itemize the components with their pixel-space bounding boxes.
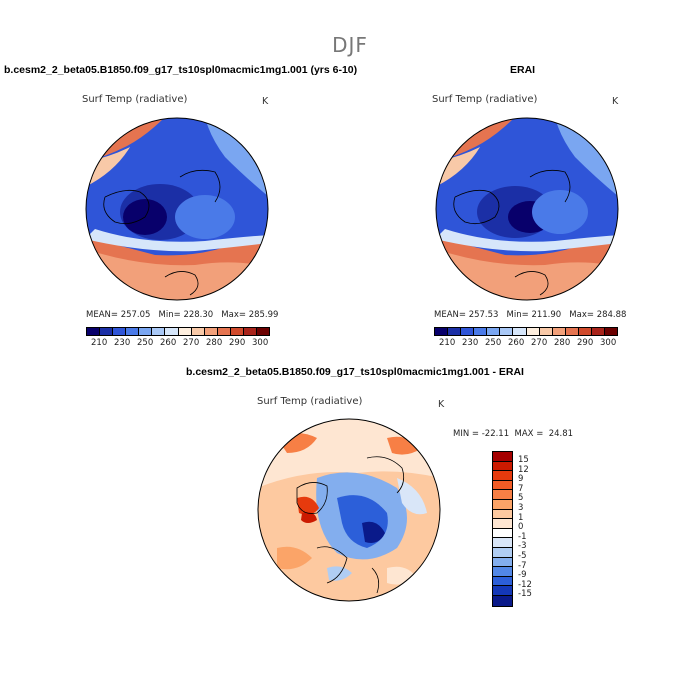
obs-polar-map: [435, 117, 619, 301]
diff-colorbar-tick-label: 3: [518, 503, 524, 513]
colorbar-swatch: [87, 328, 101, 335]
colorbar-tick-label: 210: [91, 338, 108, 348]
colorbar-swatch: [591, 328, 606, 335]
colorbar-swatch: [165, 328, 179, 335]
colorbar-tick-label: 270: [531, 338, 548, 348]
obs-variable-title: Surf Temp (radiative): [432, 94, 538, 105]
colorbar-swatch: [552, 328, 566, 335]
colorbar-swatch: [191, 328, 205, 335]
model-stats: MEAN= 257.05 Min= 228.30 Max= 285.99: [86, 310, 279, 320]
colorbar-tick-label: 230: [462, 338, 479, 348]
colorbar-tick-label: 300: [252, 338, 269, 348]
diff-case-title: b.cesm2_2_beta05.B1850.f09_g17_ts10spl0m…: [186, 366, 524, 378]
diff-colorbar-tick-label: -3: [518, 541, 527, 552]
colorbar-swatch: [435, 328, 449, 335]
model-case-title: b.cesm2_2_beta05.B1850.f09_g17_ts10spl0m…: [4, 64, 358, 76]
diff-colorbar-tick-label: 7: [518, 483, 524, 494]
diff-colorbar-tick-label: 12: [518, 464, 529, 475]
model-polar-map: [85, 117, 269, 301]
colorbar-tick-label: 210: [439, 338, 456, 348]
season-title: DJF: [332, 33, 368, 57]
diff-colorbar-swatch: [493, 538, 512, 548]
colorbar-swatch: [139, 328, 153, 335]
colorbar-tick-label: 260: [508, 338, 525, 348]
diff-units-label: K: [438, 399, 445, 410]
diff-colorbar-tick-label: 0: [518, 522, 524, 533]
model-colorbar-ticks: 210 230 250 260 270 280 290 300: [86, 338, 270, 350]
model-variable-title: Surf Temp (radiative): [82, 94, 188, 105]
diff-colorbar-tick-label: 5: [518, 493, 524, 504]
colorbar-swatch: [526, 328, 540, 335]
colorbar-swatch: [243, 328, 258, 335]
colorbar-swatch: [487, 328, 501, 335]
diff-colorbar-swatch: [493, 595, 512, 606]
colorbar-swatch: [539, 328, 553, 335]
colorbar-tick-label: 250: [485, 338, 502, 348]
colorbar-tick-label: 260: [160, 338, 177, 348]
colorbar-swatch: [217, 328, 231, 335]
colorbar-tick-label: 290: [229, 338, 246, 348]
colorbar-tick-label: 280: [554, 338, 571, 348]
colorbar-swatch: [204, 328, 218, 335]
diff-colorbar-tick-label: -12: [518, 579, 532, 590]
colorbar-tick-label: 290: [577, 338, 594, 348]
colorbar-swatch: [605, 328, 618, 335]
diff-colorbar-swatch: [493, 480, 512, 491]
diff-colorbar-tick-label: -5: [518, 551, 527, 561]
colorbar-tick-label: 300: [600, 338, 617, 348]
colorbar-swatch: [513, 328, 527, 335]
diff-colorbar-tick-label: 1: [518, 512, 524, 523]
colorbar-swatch: [113, 328, 127, 335]
diff-colorbar-labels: 15 12 9 7 5 3 1 0 -1 -3 -5 -7 -9 -12 -15: [518, 451, 558, 611]
colorbar-tick-label: 270: [183, 338, 200, 348]
diff-colorbar-swatch: [493, 586, 512, 596]
diff-colorbar-swatch: [493, 547, 512, 558]
colorbar-swatch: [448, 328, 462, 335]
diff-colorbar-swatch: [493, 567, 512, 577]
colorbar-swatch: [126, 328, 140, 335]
diff-colorbar-tick-label: 15: [518, 455, 529, 465]
diff-variable-title: Surf Temp (radiative): [257, 396, 363, 407]
diff-colorbar-swatch: [493, 499, 512, 510]
model-units-label: K: [262, 96, 269, 107]
model-colorbar: [86, 327, 270, 336]
obs-units-label: K: [612, 96, 619, 107]
diff-stats: MIN = -22.11 MAX = 24.81: [453, 429, 574, 439]
colorbar-swatch: [152, 328, 166, 335]
diff-colorbar-swatch: [493, 576, 512, 587]
colorbar-swatch: [565, 328, 579, 335]
diff-colorbar-swatch: [493, 528, 512, 539]
diff-colorbar-tick-label: -1: [518, 531, 527, 542]
diff-colorbar-swatch: [493, 461, 512, 472]
colorbar-swatch: [257, 328, 270, 335]
diff-colorbar-swatch: [493, 509, 512, 520]
diff-polar-map: [257, 418, 441, 602]
obs-colorbar-ticks: 210 230 250 260 270 280 290 300: [434, 338, 618, 350]
diff-colorbar-swatch: [493, 471, 512, 481]
obs-colorbar: [434, 327, 618, 336]
colorbar-swatch: [178, 328, 192, 335]
diff-colorbar-tick-label: -7: [518, 560, 527, 571]
obs-case-title: ERAI: [510, 64, 536, 76]
colorbar-swatch: [461, 328, 475, 335]
colorbar-tick-label: 250: [137, 338, 154, 348]
obs-stats: MEAN= 257.53 Min= 211.90 Max= 284.88: [434, 310, 627, 320]
diff-colorbar: [492, 451, 513, 607]
colorbar-swatch: [474, 328, 488, 335]
colorbar-swatch: [578, 328, 592, 335]
colorbar-swatch: [100, 328, 114, 335]
diff-colorbar-swatch: [493, 519, 512, 529]
diff-colorbar-swatch: [493, 490, 512, 500]
diff-colorbar-swatch: [493, 557, 512, 568]
diff-colorbar-tick-label: -15: [518, 589, 532, 600]
diff-colorbar-tick-label: -9: [518, 570, 527, 581]
colorbar-tick-label: 230: [114, 338, 131, 348]
diff-colorbar-swatch: [493, 452, 512, 462]
colorbar-swatch: [230, 328, 244, 335]
diff-colorbar-tick-label: 9: [518, 474, 524, 485]
colorbar-tick-label: 280: [206, 338, 223, 348]
colorbar-swatch: [500, 328, 514, 335]
